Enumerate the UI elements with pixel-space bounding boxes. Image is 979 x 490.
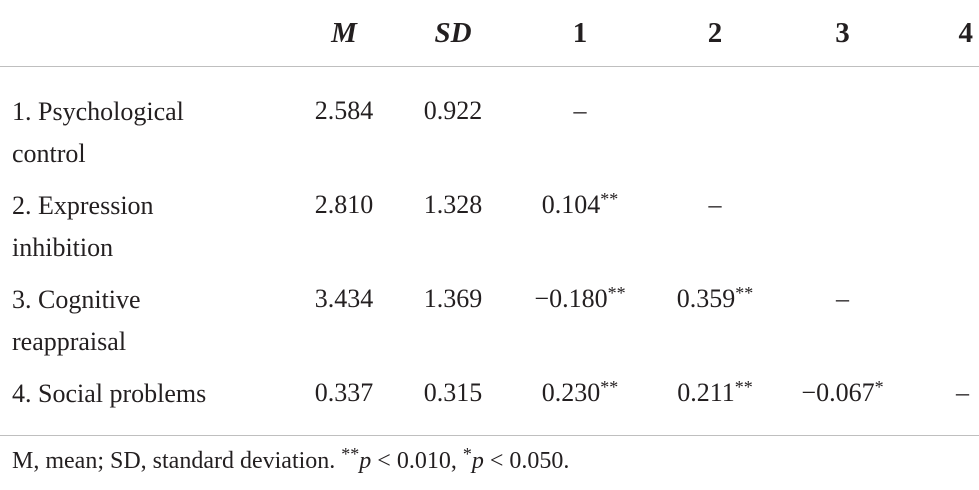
cell-c2 xyxy=(650,67,780,176)
row-label-line2: inhibition xyxy=(12,233,114,262)
footnote-cond-a: < 0.010, xyxy=(371,448,463,474)
header-col-2: 2 xyxy=(650,0,780,67)
footnote-p-b: p xyxy=(471,448,484,474)
cell-c3: −0.067* xyxy=(780,363,905,436)
header-col-1: 1 xyxy=(510,0,650,67)
significance-mark: ** xyxy=(600,377,619,397)
cell-c4 xyxy=(905,175,979,269)
cell-sd: 0.922 xyxy=(423,96,483,125)
row-label-line1: 3. Cognitive xyxy=(12,285,141,314)
cell-c1: – xyxy=(510,67,650,176)
cell-sd: 0.315 xyxy=(396,363,510,436)
significance-mark: ** xyxy=(600,189,619,209)
correlation-table: M SD 1 2 3 4 1. Psychological control 2.5… xyxy=(0,0,979,436)
footnote-stars-a: ** xyxy=(341,444,360,464)
footnote-text: M, mean; SD, standard deviation. xyxy=(12,448,342,474)
row-label-line1: 4. Social problems xyxy=(12,379,207,408)
footnote-p-a: p xyxy=(359,448,372,474)
row-label: 4. Social problems xyxy=(0,363,292,436)
cell-c1: 0.230** xyxy=(510,363,650,436)
cell-c3 xyxy=(780,175,905,269)
cell-c2: – xyxy=(650,175,780,269)
cell-c3 xyxy=(780,67,905,176)
header-variable xyxy=(0,0,292,67)
cell-c4 xyxy=(905,269,979,363)
significance-mark: * xyxy=(874,377,884,397)
cell-c3: – xyxy=(780,269,905,363)
header-row: M SD 1 2 3 4 xyxy=(0,0,979,67)
cell-sd: 1.369 xyxy=(423,284,483,313)
header-col-3: 3 xyxy=(780,0,905,67)
table-row: 4. Social problems 0.337 0.315 0.230** 0… xyxy=(0,363,979,436)
cell-m: 3.434 xyxy=(314,284,374,313)
cell-value: – xyxy=(708,190,722,219)
header-sd: SD xyxy=(396,0,510,67)
cell-m: 2.584 xyxy=(314,96,374,125)
cell-value: −0.180 xyxy=(534,284,608,313)
cell-value: 0.211 xyxy=(677,378,735,407)
row-label-line1: 1. Psychological xyxy=(12,97,184,126)
footnote-cond-b: < 0.050. xyxy=(483,448,570,474)
row-label-line1: 2. Expression xyxy=(12,191,154,220)
row-label: 3. Cognitive reappraisal xyxy=(0,269,292,363)
header-m: M xyxy=(292,0,396,67)
table-footnote: M, mean; SD, standard deviation. **p < 0… xyxy=(12,445,570,475)
significance-mark: ** xyxy=(607,283,626,303)
cell-c2: 0.211** xyxy=(650,363,780,436)
row-label-line2: control xyxy=(12,139,86,168)
table-row: 1. Psychological control 2.584 0.922 – xyxy=(0,67,979,176)
cell-c4: – xyxy=(905,363,979,436)
cell-value: – xyxy=(836,284,849,313)
cell-c4 xyxy=(905,67,979,176)
row-label-line2: reappraisal xyxy=(12,327,127,356)
cell-m: 2.810 xyxy=(314,190,374,219)
cell-c1: 0.104** xyxy=(510,175,650,269)
cell-c2: 0.359** xyxy=(650,269,780,363)
cell-value: 0.230 xyxy=(541,378,601,407)
cell-value: 0.104 xyxy=(541,190,601,219)
cell-value: 0.359 xyxy=(676,284,736,313)
cell-value: – xyxy=(573,96,587,125)
significance-mark: ** xyxy=(734,377,753,397)
cell-m: 0.337 xyxy=(292,363,396,436)
header-col-4: 4 xyxy=(905,0,979,67)
table-row: 2. Expression inhibition 2.810 1.328 0.10… xyxy=(0,175,979,269)
cell-sd: 1.328 xyxy=(423,190,483,219)
footnote-stars-b: * xyxy=(462,444,472,464)
table-row: 3. Cognitive reappraisal 3.434 1.369 −0.1… xyxy=(0,269,979,363)
cell-c1: −0.180** xyxy=(510,269,650,363)
row-label: 2. Expression inhibition xyxy=(0,175,292,269)
row-label: 1. Psychological control xyxy=(0,67,292,176)
cell-value: −0.067 xyxy=(801,378,875,407)
significance-mark: ** xyxy=(735,283,754,303)
